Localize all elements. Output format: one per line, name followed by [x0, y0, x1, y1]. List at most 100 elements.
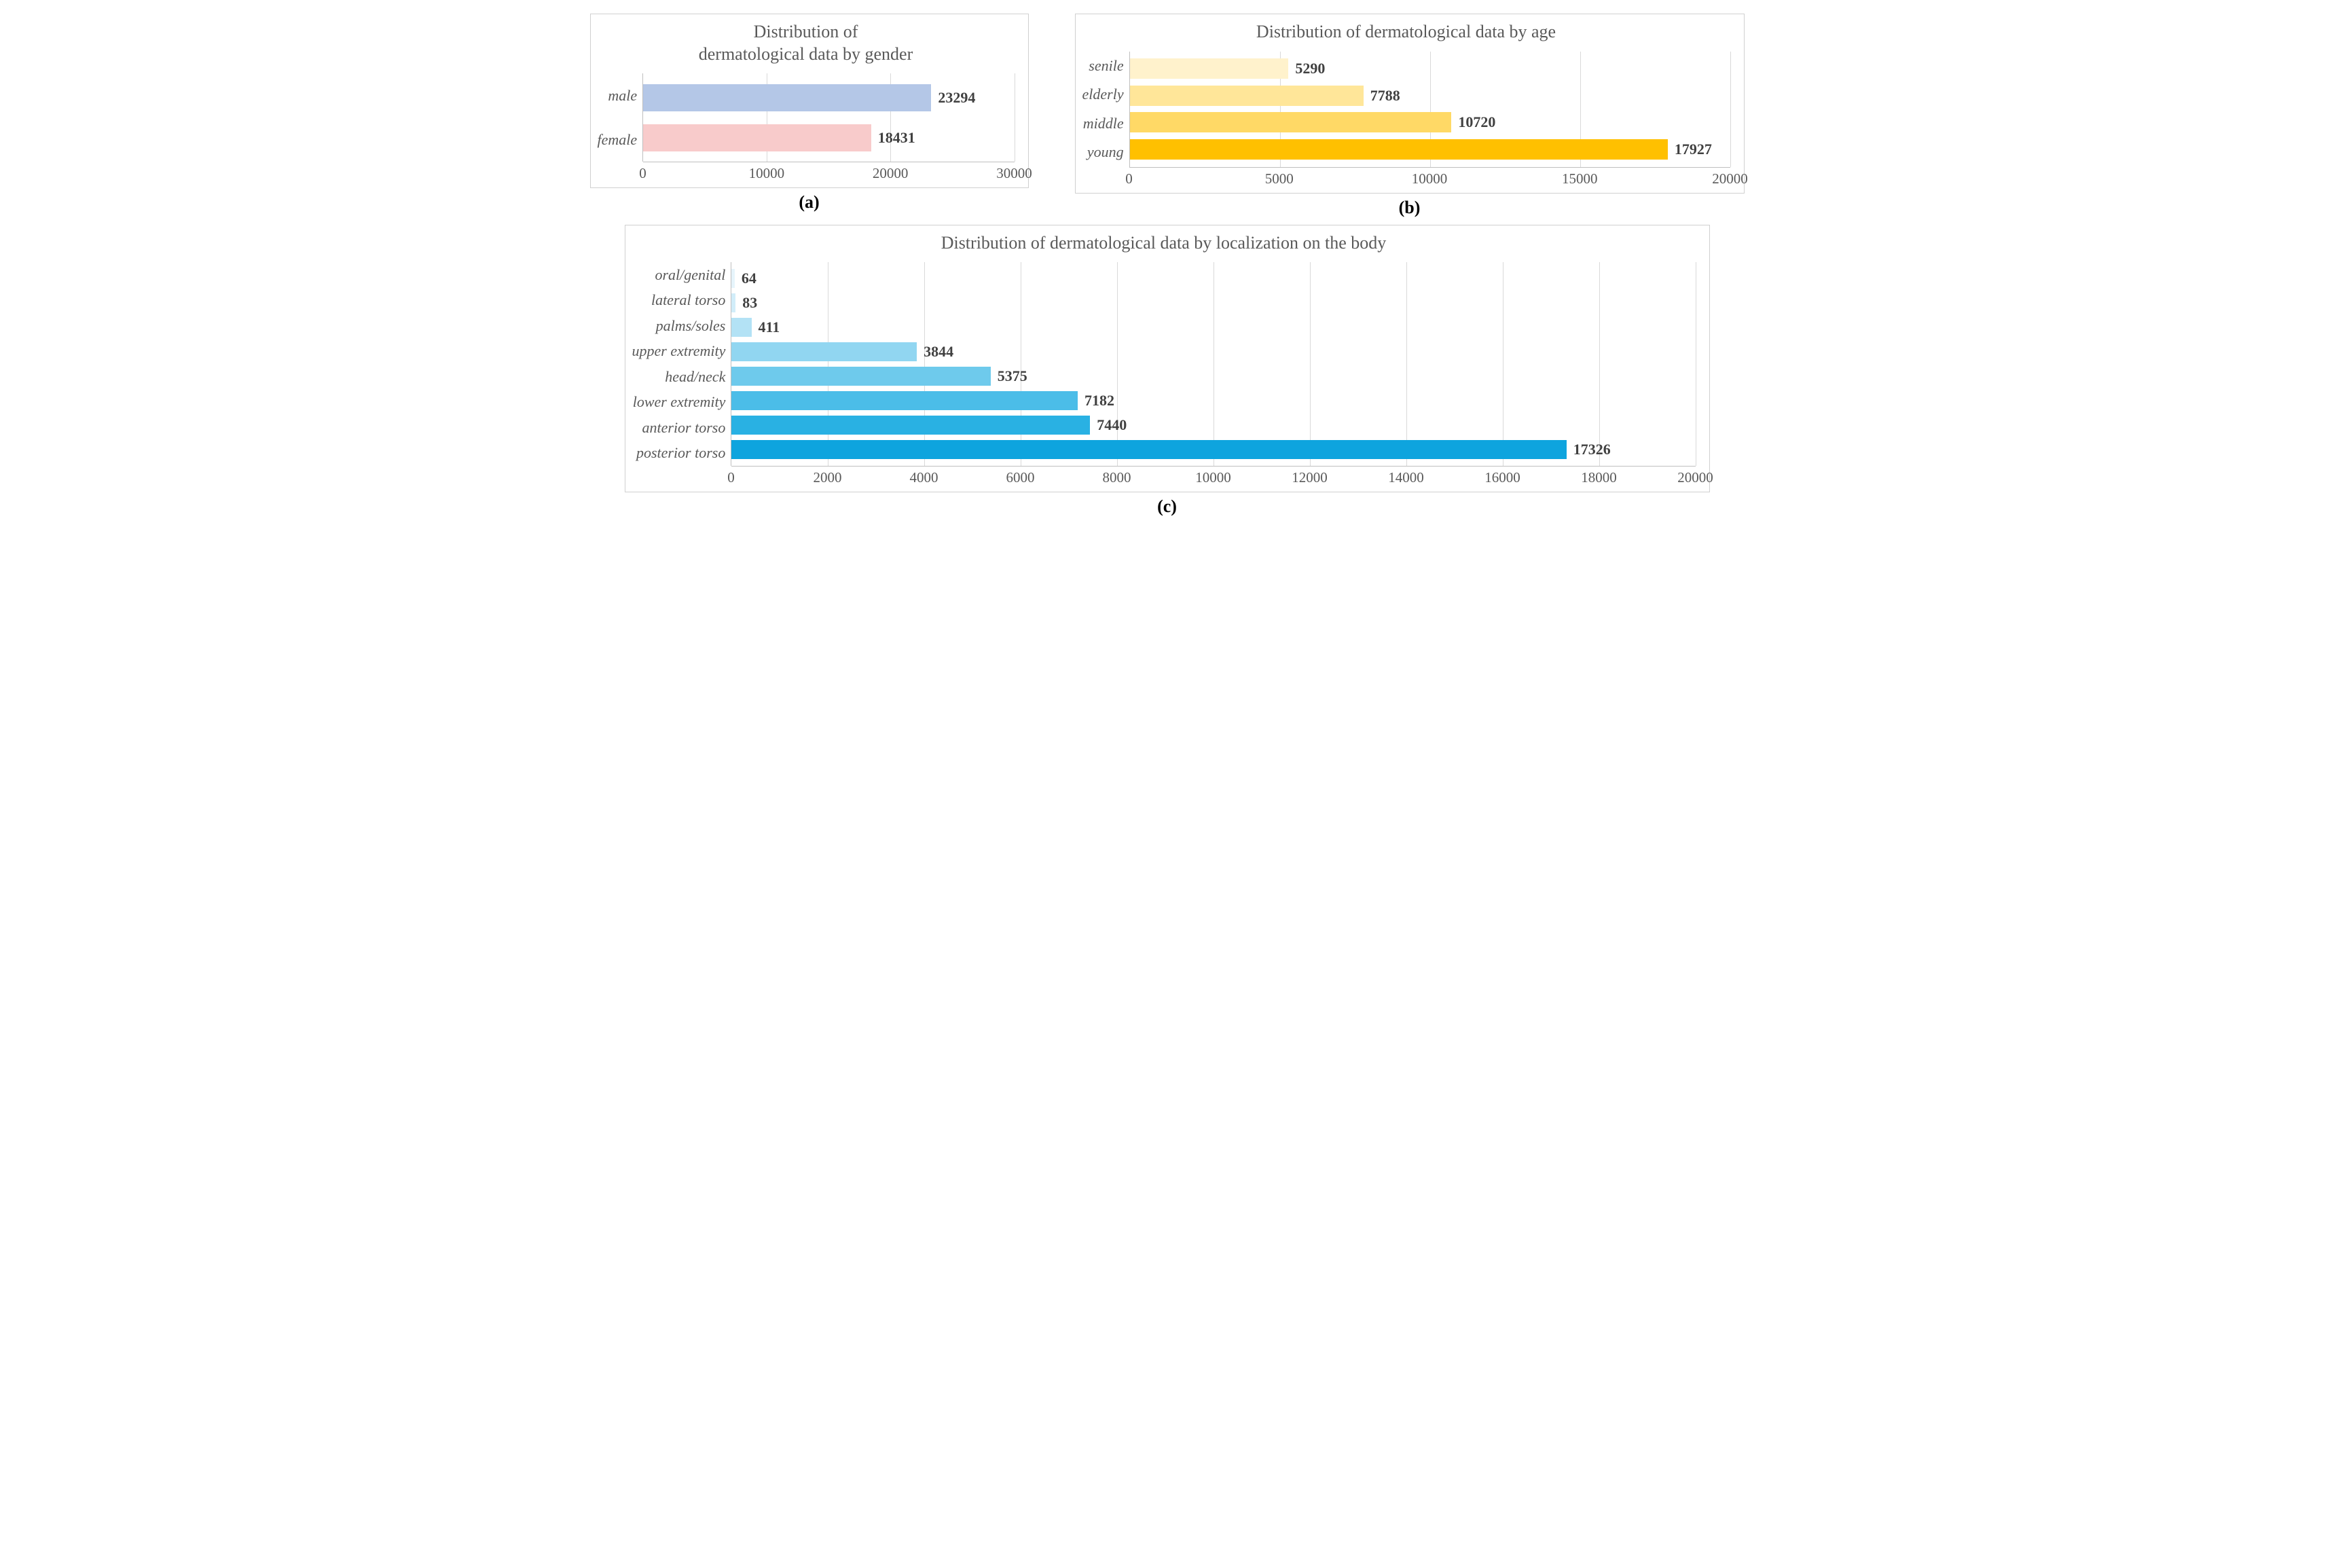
y-axis-label: female: [598, 132, 638, 147]
x-tick-label: 18000: [1581, 469, 1617, 486]
bar: [1130, 112, 1452, 132]
bar-value-label: 5375: [998, 367, 1027, 385]
y-axis-label: senile: [1082, 58, 1124, 73]
y-axis-labels: male female: [598, 73, 643, 162]
top-row: Distribution ofdermatological data by ge…: [590, 14, 1745, 218]
bar-row: 23294: [643, 84, 1014, 111]
bar-value-label: 23294: [938, 89, 975, 107]
bar-value-label: 3844: [924, 343, 953, 361]
panel-c-wrapper: Distribution of dermatological data by l…: [625, 225, 1710, 517]
y-axis-label: lower extremity: [632, 395, 726, 409]
chart-gender: Distribution ofdermatological data by ge…: [590, 14, 1029, 188]
x-axis: 0 2000 4000 6000 8000 10000 12000 14000 16000 180…: [632, 466, 1696, 485]
x-tick-label: 4000: [910, 469, 938, 486]
x-tick-label: 20000: [873, 165, 909, 182]
bar: [731, 269, 735, 288]
x-tick-label: 10000: [1195, 469, 1231, 486]
x-tick-label: 20000: [1712, 170, 1748, 187]
y-axis-labels: oral/genitallateral torsopalms/solesuppe…: [632, 262, 731, 466]
bar-value-label: 7182: [1084, 392, 1114, 409]
bar: [643, 84, 931, 111]
y-axis-label: posterior torso: [632, 445, 726, 460]
y-axis-label: young: [1082, 145, 1124, 160]
x-tick-label: 6000: [1006, 469, 1035, 486]
plot-area: male female 23294 18431: [598, 73, 1015, 162]
x-tick-label: 20000: [1677, 469, 1713, 486]
chart-title: Distribution ofdermatological data by ge…: [598, 21, 1015, 65]
bar-value-label: 83: [742, 294, 757, 312]
bar: [731, 440, 1566, 459]
x-tick-label: 5000: [1265, 170, 1294, 187]
bar-row: 3844: [731, 342, 1695, 361]
panel-a-wrapper: Distribution ofdermatological data by ge…: [590, 14, 1029, 218]
bar-row: 7182: [731, 391, 1695, 410]
bars-region: 5290 7788 10720 17927: [1129, 52, 1730, 167]
bar: [731, 391, 1078, 410]
y-axis-label: anterior torso: [632, 420, 726, 435]
x-tick-label: 15000: [1562, 170, 1598, 187]
chart-title: Distribution of dermatological data by l…: [632, 232, 1696, 255]
y-axis-label: elderly: [1082, 87, 1124, 102]
bar-row: 5290: [1130, 58, 1730, 79]
chart-title: Distribution of dermatological data by a…: [1082, 21, 1730, 43]
bar-value-label: 7788: [1370, 87, 1400, 105]
bar-row: 18431: [643, 124, 1014, 151]
x-tick-label: 0: [727, 469, 735, 486]
y-axis-labels: senile elderly middle young: [1082, 52, 1129, 167]
bar: [731, 342, 917, 361]
bar-value-label: 17326: [1573, 441, 1611, 458]
y-axis-label: middle: [1082, 116, 1124, 131]
chart-localization: Distribution of dermatological data by l…: [625, 225, 1710, 493]
bar: [643, 124, 871, 151]
bar: [731, 367, 990, 386]
x-tick-label: 8000: [1103, 469, 1131, 486]
subfig-label-b: (b): [1399, 198, 1421, 218]
x-axis-spacer: [632, 466, 731, 485]
x-axis: 05000100001500020000: [1082, 167, 1730, 186]
bar-value-label: 18431: [878, 129, 915, 147]
bar-row: 17927: [1130, 139, 1730, 160]
bar-value-label: 7440: [1097, 416, 1127, 434]
x-tick-label: 0: [639, 165, 646, 182]
bar-row: 7440: [731, 416, 1695, 435]
bar-row: 10720: [1130, 112, 1730, 132]
bar: [731, 293, 735, 312]
x-axis: 0100002000030000: [598, 162, 1015, 181]
subfig-label-a: (a): [799, 192, 819, 213]
bar: [731, 318, 751, 337]
bar-value-label: 411: [759, 318, 780, 336]
bar: [1130, 139, 1668, 160]
x-axis-spacer: [1082, 167, 1129, 186]
x-tick-label: 2000: [814, 469, 842, 486]
x-ticks: 05000100001500020000: [1129, 167, 1730, 186]
bar-value-label: 5290: [1295, 60, 1325, 77]
x-ticks: 0200040006000800010000120001400016000180…: [731, 466, 1696, 485]
y-axis-label: oral/genital: [632, 268, 726, 282]
bar-row: 5375: [731, 367, 1695, 386]
y-axis-label: head/neck: [632, 369, 726, 384]
bar-value-label: 17927: [1675, 141, 1712, 158]
chart-age: Distribution of dermatological data by a…: [1075, 14, 1745, 194]
bars-stack: 5290 7788 10720 17927: [1130, 52, 1730, 167]
bar-row: 411: [731, 318, 1695, 337]
bar-row: 7788: [1130, 86, 1730, 106]
gridline: [1730, 52, 1731, 167]
bar: [1130, 58, 1289, 79]
bars-stack: 23294 18431: [643, 73, 1014, 162]
x-tick-label: 30000: [996, 165, 1032, 182]
bar-value-label: 10720: [1458, 113, 1495, 131]
bar-row: 17326: [731, 440, 1695, 459]
x-tick-label: 10000: [749, 165, 785, 182]
x-ticks: 0100002000030000: [643, 162, 1015, 181]
x-tick-label: 14000: [1388, 469, 1424, 486]
bars-region: 6483411384453757182744017326: [731, 262, 1695, 466]
bars-stack: 6483411384453757182744017326: [731, 262, 1695, 466]
x-tick-label: 16000: [1484, 469, 1520, 486]
subfig-label-c: (c): [1157, 496, 1177, 517]
x-tick-label: 0: [1125, 170, 1133, 187]
y-axis-label: male: [598, 88, 638, 103]
x-tick-label: 10000: [1412, 170, 1448, 187]
figure-container: Distribution ofdermatological data by ge…: [590, 14, 1745, 517]
y-axis-label: upper extremity: [632, 344, 726, 359]
x-tick-label: 12000: [1292, 469, 1328, 486]
